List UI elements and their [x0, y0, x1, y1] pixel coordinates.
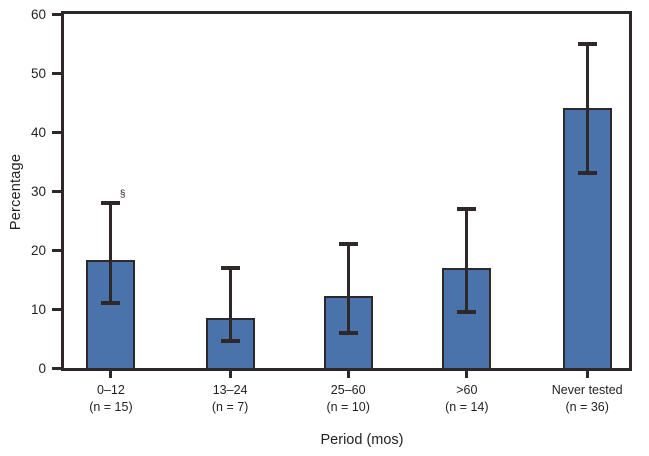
- error-bar-cap-bottom: [577, 171, 597, 176]
- error-bar-cap-bottom: [220, 339, 240, 344]
- y-axis-tick-label: 20: [30, 242, 46, 258]
- error-bar-cap-top: [101, 200, 121, 205]
- x-category-label: >60: [456, 383, 478, 397]
- error-bar-line: [346, 244, 350, 333]
- x-category-sublabel: (n = 10): [326, 400, 370, 414]
- error-bar-line: [585, 43, 589, 174]
- y-axis-tick: [52, 366, 61, 370]
- x-category-sublabel: (n = 14): [445, 400, 489, 414]
- y-axis-tick-label: 40: [30, 124, 46, 140]
- error-bar-cap-top: [577, 41, 597, 46]
- error-bar-cap-top: [338, 242, 358, 247]
- error-bar-line: [465, 208, 469, 312]
- y-axis-tick: [52, 71, 61, 75]
- x-axis-tick: [465, 371, 469, 378]
- plot-area: 0 10 20 30 40 50 60 0–12 (n = 15) 13–24 (n = 7) 25–…: [31, 7, 632, 413]
- x-category-label: 13–24: [212, 383, 248, 397]
- x-axis-tick: [109, 371, 113, 378]
- error-bar-line: [109, 202, 113, 304]
- y-axis-tick-label: 50: [30, 65, 46, 81]
- x-axis-tick: [228, 371, 232, 378]
- y-axis-tick: [52, 189, 61, 193]
- x-axis-tick: [585, 371, 589, 378]
- x-category-label: 0–12: [97, 383, 125, 397]
- y-axis-tick: [52, 248, 61, 252]
- x-category-sublabel: (n = 7): [211, 400, 249, 414]
- error-bar-line: [228, 267, 232, 342]
- error-bar-cap-bottom: [101, 301, 121, 306]
- x-category-label: 25–60: [330, 383, 366, 397]
- error-bar-cap-top: [457, 206, 477, 211]
- y-axis-tick-label: 30: [30, 183, 46, 199]
- x-category-label: Never tested: [551, 383, 623, 397]
- y-axis-tick-label: 10: [30, 301, 46, 317]
- error-bar-cap-top: [220, 265, 240, 270]
- bar-4: [562, 108, 612, 368]
- x-axis-tick: [346, 371, 350, 378]
- y-axis-tick: [52, 130, 61, 134]
- error-bar-cap-bottom: [457, 309, 477, 314]
- y-axis-tick-label: 0: [38, 360, 46, 376]
- x-category-sublabel: (n = 36): [565, 400, 609, 414]
- x-axis-title: Period (mos): [320, 432, 404, 448]
- y-axis-tick: [52, 12, 61, 16]
- y-axis-tick: [52, 307, 61, 311]
- x-category-sublabel: (n = 15): [89, 400, 133, 414]
- y-axis-tick-label: 60: [30, 6, 46, 22]
- error-bar-cap-bottom: [338, 330, 358, 335]
- footnote-marker: §: [119, 188, 126, 200]
